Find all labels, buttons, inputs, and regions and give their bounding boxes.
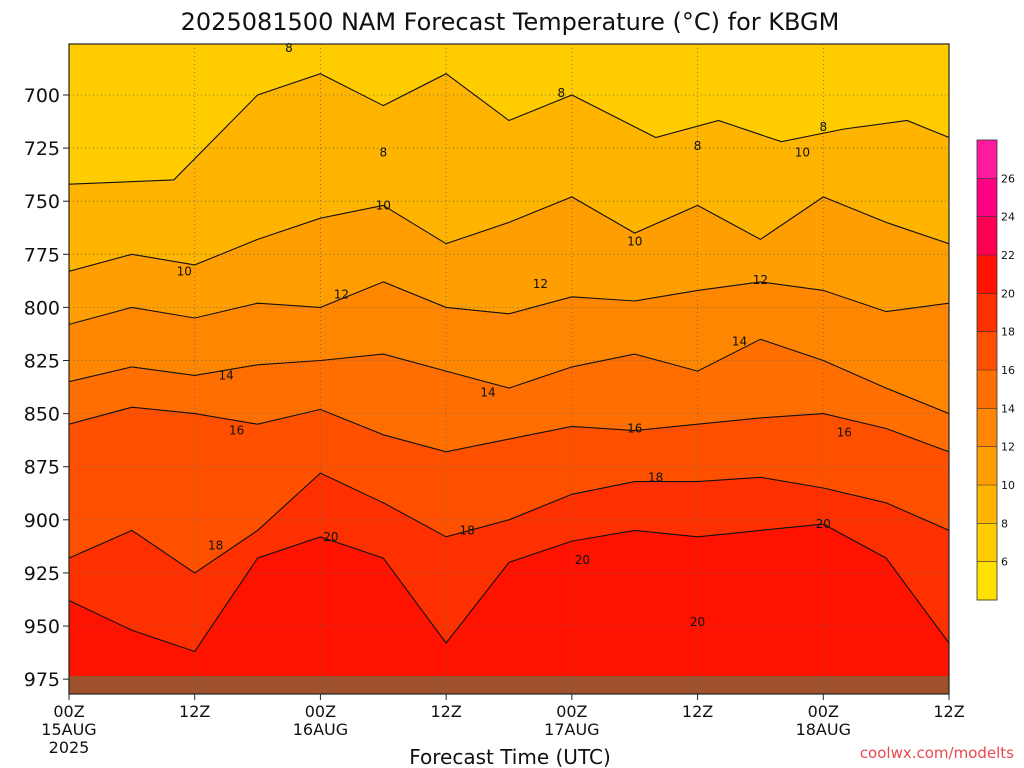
y-tick-label: 800 (24, 297, 60, 319)
isotherm-label: 10 (627, 235, 642, 249)
isotherm-label: 12 (753, 273, 768, 287)
colorbar-segment (977, 178, 997, 218)
isotherm-label: 10 (795, 145, 810, 159)
x-axis-label: Forecast Time (UTC) (409, 745, 611, 768)
isotherm-18 (69, 472, 949, 574)
colorbar-label: 14 (1001, 402, 1015, 415)
isotherm-label: 14 (480, 385, 495, 399)
y-axis-ticks: 700 725 750 775 800 825 850 875 900 925 950 975 (24, 85, 69, 691)
temperature-band-20 (69, 524, 949, 694)
colorbar-segment (977, 140, 997, 179)
colorbar-label: 16 (1001, 364, 1015, 377)
colorbar-segment (977, 370, 997, 409)
isotherm-label: 8 (379, 145, 387, 159)
isotherm-label: 10 (376, 198, 391, 212)
colorbar-segment (977, 255, 997, 294)
colorbar-segment (977, 485, 997, 524)
x-tick-label: 12Z (682, 702, 713, 721)
colorbar-label: 18 (1001, 326, 1015, 339)
isotherm-label: 8 (819, 120, 827, 134)
isotherm-label: 18 (648, 470, 663, 484)
chart-title: 2025081500 NAM Forecast Temperature (°C)… (181, 8, 840, 36)
colorbar: 6 8 10 12 14 16 18 20 22 24 26 (976, 139, 1015, 601)
x-tick-label: 00Z (305, 702, 336, 721)
isotherm-label: 12 (334, 288, 349, 302)
isotherm-label: 14 (732, 334, 747, 348)
colorbar-segment (977, 331, 997, 371)
x-tick-label: 00Z (808, 702, 839, 721)
colorbar-label: 10 (1001, 479, 1015, 492)
isotherm-label: 16 (627, 421, 642, 435)
colorbar-segment (977, 523, 997, 563)
colorbar-label: 26 (1001, 172, 1015, 185)
isotherm-14 (69, 338, 949, 415)
isotherm-label: 20 (575, 553, 590, 567)
y-tick-label: 925 (24, 563, 60, 585)
isotherm-label: 14 (219, 368, 234, 382)
x-tick-date: 17AUG (544, 720, 599, 739)
colorbar-segment (977, 561, 997, 601)
y-tick-label: 850 (24, 404, 60, 426)
x-tick-label: 12Z (179, 702, 210, 721)
terrain-strip (69, 676, 949, 694)
plot-area (69, 44, 949, 694)
isotherm-label: 12 (533, 277, 548, 291)
y-tick-label: 775 (24, 244, 60, 266)
isotherm-label: 16 (229, 424, 244, 438)
colorbar-label: 24 (1001, 211, 1015, 224)
y-tick-label: 700 (24, 85, 60, 107)
y-tick-label: 950 (24, 616, 60, 638)
colorbar-label: 12 (1001, 441, 1015, 454)
isotherm-10 (69, 196, 949, 272)
isotherm-label: 16 (837, 426, 852, 440)
x-tick-date: 16AUG (293, 720, 348, 739)
grid-lines (68, 44, 950, 694)
colorbar-segment (977, 293, 997, 333)
colorbar-segment (977, 216, 997, 256)
isotherm-label: 10 (177, 264, 192, 278)
colorbar-label: 20 (1001, 287, 1015, 300)
colorbar-segment (977, 408, 997, 448)
credit-text: coolwx.com/modelts (860, 744, 1014, 762)
isotherm-labels: 8 8 8 8 8 10 10 10 10 12 12 12 14 14 14 16 16 16 18 18 18 20 2… (177, 41, 852, 629)
y-tick-label: 725 (24, 138, 60, 160)
x-tick-label: 00Z (556, 702, 587, 721)
y-tick-label: 900 (24, 510, 60, 532)
x-tick-label: 12Z (430, 702, 461, 721)
colorbar-segment (977, 446, 997, 486)
x-tick-label: 00Z (53, 702, 84, 721)
x-tick-year: 2025 (49, 738, 90, 757)
colorbar-label: 6 (1001, 556, 1008, 569)
y-tick-label: 875 (24, 457, 60, 479)
y-tick-label: 750 (24, 191, 60, 213)
isotherm-label: 8 (694, 139, 702, 153)
isotherm-label: 8 (558, 86, 566, 100)
isotherm-label: 18 (208, 538, 223, 552)
colorbar-label: 22 (1001, 249, 1015, 262)
colorbar-label: 8 (1001, 517, 1008, 530)
x-tick-date: 15AUG (41, 720, 96, 739)
isotherm-label: 20 (690, 615, 705, 629)
x-tick-label: 12Z (933, 702, 964, 721)
y-tick-label: 975 (24, 669, 60, 691)
isotherm-lines (69, 73, 949, 653)
plot-frame (68, 43, 950, 695)
isotherm-12 (69, 281, 949, 325)
x-tick-date: 18AUG (796, 720, 851, 739)
isotherm-label: 20 (323, 530, 338, 544)
isotherm-16 (69, 406, 949, 453)
isotherm-8 (69, 73, 949, 185)
isotherm-label: 18 (459, 523, 474, 537)
isotherm-label: 20 (816, 517, 831, 531)
y-tick-label: 825 (24, 351, 60, 373)
isotherm-20 (69, 523, 949, 653)
isotherm-label: 8 (285, 41, 293, 55)
